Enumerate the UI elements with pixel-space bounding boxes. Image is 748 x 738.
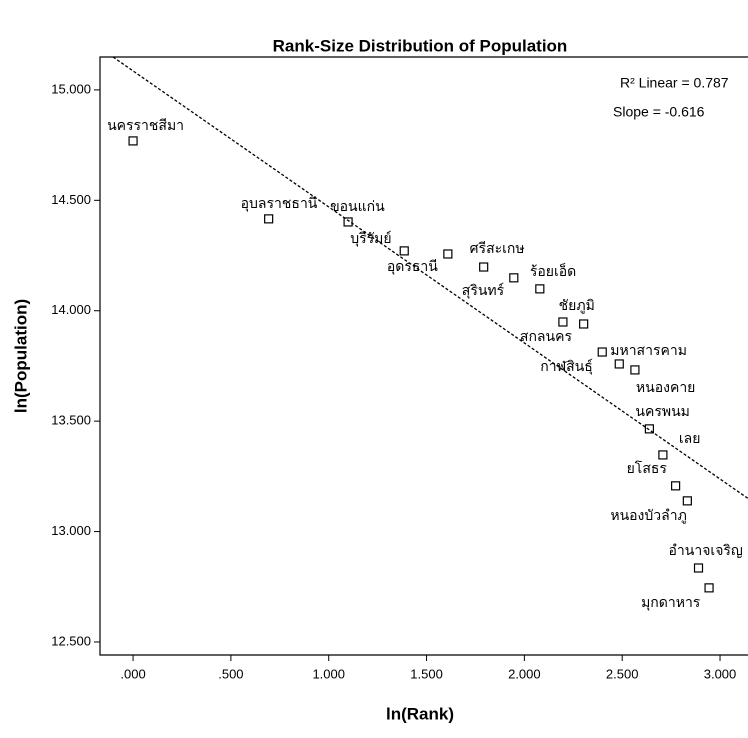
point-label: ศรีสะเกษ bbox=[470, 241, 525, 257]
x-tick-label: 2.500 bbox=[606, 666, 639, 681]
x-tick-label: .000 bbox=[120, 666, 145, 681]
x-tick-label: 3.000 bbox=[704, 666, 737, 681]
y-tick-label: 15.000 bbox=[51, 81, 91, 96]
point-label: อุบลราชธานี bbox=[241, 196, 318, 212]
y-tick-label: 13.000 bbox=[51, 523, 91, 538]
point-label: กาฬสินธุ์ bbox=[540, 358, 593, 375]
point bbox=[614, 359, 624, 369]
point-label: สกลนคร bbox=[520, 330, 573, 345]
point-label: ชัยภูมิ bbox=[559, 299, 595, 314]
point bbox=[509, 273, 519, 283]
point-label: เลย bbox=[679, 432, 701, 447]
y-tick-label: 13.500 bbox=[51, 413, 91, 428]
point-label: อุดรธานี bbox=[387, 259, 438, 275]
point bbox=[630, 365, 640, 375]
point-label: ร้อยเอ็ด bbox=[530, 262, 576, 280]
point bbox=[443, 249, 453, 259]
x-tick-label: 1.000 bbox=[312, 666, 345, 681]
y-tick-label: 14.000 bbox=[51, 302, 91, 317]
point bbox=[579, 319, 589, 329]
plot-frame bbox=[99, 56, 748, 656]
point bbox=[704, 583, 714, 593]
point bbox=[682, 496, 692, 506]
point bbox=[693, 563, 704, 573]
point bbox=[597, 347, 607, 357]
x-tick-label: 1.500 bbox=[410, 666, 443, 681]
point-label: บุรีรัมย์ bbox=[350, 230, 391, 247]
point-label: หนองบัวลำภู bbox=[610, 509, 686, 524]
point bbox=[558, 317, 568, 327]
point bbox=[343, 217, 353, 227]
x-axis-title: ln(Rank) bbox=[386, 704, 454, 723]
point bbox=[658, 450, 668, 460]
y-tick-label: 14.500 bbox=[51, 192, 91, 207]
point-label: นครพนม bbox=[635, 405, 689, 420]
point-label: สุรินทร์ bbox=[462, 282, 505, 299]
point-label: อำนาจเจริญ bbox=[669, 544, 743, 559]
x-tick-label: .500 bbox=[218, 666, 243, 681]
point-label: มหาสารคาม bbox=[610, 344, 687, 359]
x-tick-label: 2.000 bbox=[508, 666, 541, 681]
fit-line bbox=[112, 56, 748, 499]
point bbox=[479, 262, 489, 272]
point bbox=[399, 246, 409, 256]
r2-annotation: R² Linear = 0.787 bbox=[620, 75, 729, 91]
point bbox=[671, 481, 681, 491]
point-label: ขอนแก่น bbox=[330, 200, 385, 215]
point bbox=[535, 284, 545, 294]
point-label: ยโสธร bbox=[627, 460, 668, 477]
point bbox=[264, 214, 274, 224]
point bbox=[644, 424, 654, 434]
slope-annotation: Slope = -0.616 bbox=[613, 104, 705, 120]
point-label: หนองคาย bbox=[636, 381, 695, 396]
y-tick-label: 12.500 bbox=[51, 633, 91, 648]
point-label: นครราชสีมา bbox=[107, 118, 184, 134]
chart-title: Rank-Size Distribution of Population bbox=[273, 36, 568, 55]
y-axis-title: ln(Population) bbox=[11, 299, 30, 413]
point-label: มุกดาหาร bbox=[641, 596, 701, 611]
point bbox=[128, 136, 138, 146]
